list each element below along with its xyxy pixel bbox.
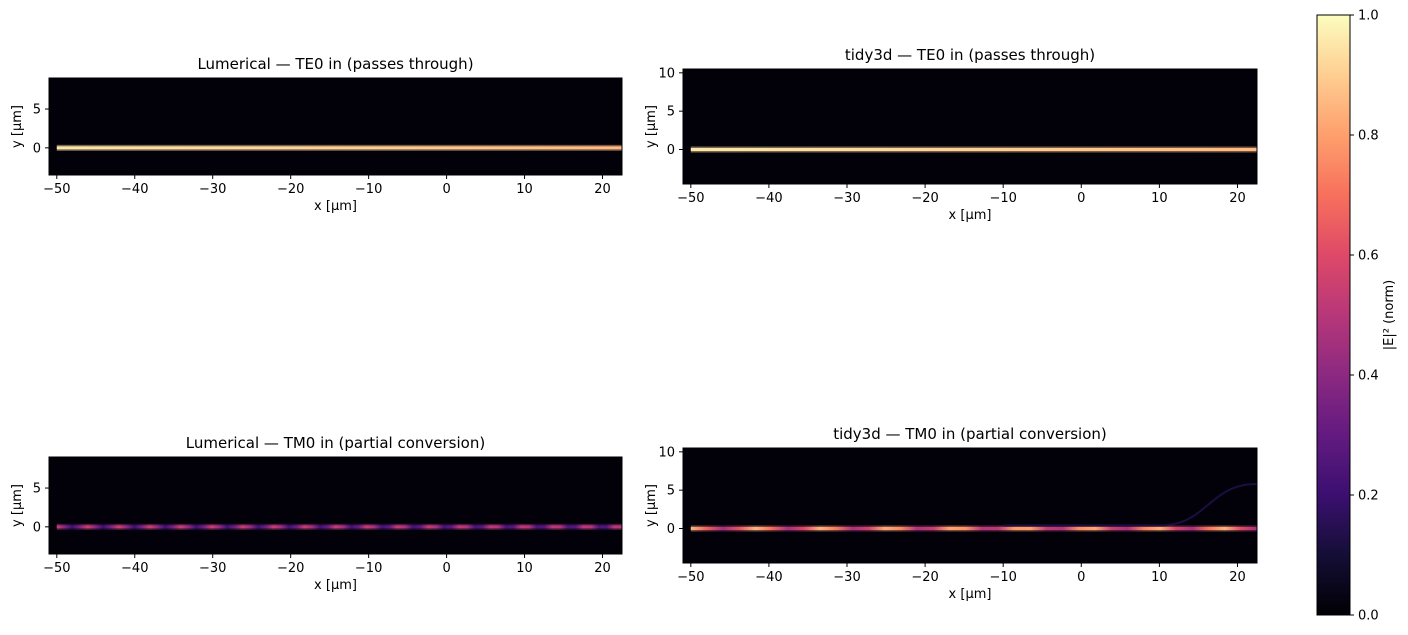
guided-mode-band [690, 148, 1257, 151]
x-axis-label: x [µm] [949, 208, 992, 223]
x-tick-label: 20 [1229, 191, 1246, 206]
x-tick-label: 0 [442, 561, 450, 576]
panel-title: Lumerical — TM0 in (partial conversion) [186, 434, 485, 452]
x-tick-label: 20 [1229, 570, 1246, 585]
x-tick-label: −30 [833, 570, 860, 585]
panel-title: tidy3d — TM0 in (partial conversion) [833, 425, 1107, 443]
axes-frame [682, 447, 1258, 564]
colorbar-tick-label: 1.0 [1358, 9, 1379, 24]
x-tick-label: 20 [594, 561, 611, 576]
y-tick-label: 5 [33, 482, 41, 497]
x-tick-label: 10 [516, 561, 533, 576]
colorbar-tick-label: 0.4 [1358, 369, 1379, 384]
colorbar-tick-label: 0.8 [1358, 129, 1379, 144]
y-tick-label: 10 [658, 445, 675, 460]
heatmap-background [49, 457, 622, 554]
x-tick-label: 10 [1151, 191, 1168, 206]
x-tick-label: −20 [277, 561, 304, 576]
y-tick-label: 5 [667, 105, 675, 120]
x-tick-label: −20 [911, 570, 938, 585]
panel-tidy3d-tm0: tidy3d — TM0 in (partial conversion) x [… [644, 425, 1258, 602]
guided-mode-band [56, 525, 623, 529]
y-tick-label: 5 [667, 484, 675, 499]
y-tick-label: 0 [667, 143, 675, 158]
x-tick-label: −10 [355, 561, 382, 576]
x-tick-label: −50 [677, 570, 704, 585]
x-tick-label: −10 [355, 182, 382, 197]
x-tick-label: −40 [755, 191, 782, 206]
axes-frame [48, 456, 623, 555]
x-tick-label: −20 [911, 191, 938, 206]
x-tick-label: 10 [1151, 570, 1168, 585]
coupled-branch [1003, 483, 1258, 527]
x-tick-label: 0 [1077, 570, 1085, 585]
x-tick-label: −50 [677, 191, 704, 206]
x-axis-label: x [µm] [314, 199, 357, 214]
colorbar-tick-label: 0.2 [1358, 489, 1379, 504]
panel-title: tidy3d — TE0 in (passes through) [845, 46, 1095, 64]
x-tick-label: −40 [121, 561, 148, 576]
x-tick-label: 0 [442, 182, 450, 197]
y-axis-label: y [µm] [644, 105, 659, 148]
heatmap-background [683, 69, 1257, 184]
y-tick-label: 10 [658, 66, 675, 81]
y-tick-label: 0 [33, 141, 41, 156]
x-tick-label: 10 [516, 182, 533, 197]
panel-tidy3d-te0: tidy3d — TE0 in (passes through) x [µm] … [644, 46, 1258, 223]
x-tick-label: −40 [755, 570, 782, 585]
x-tick-label: −10 [989, 191, 1016, 206]
x-axis-label: x [µm] [949, 587, 992, 602]
panel-title: Lumerical — TE0 in (passes through) [197, 55, 473, 73]
colorbar-label: |E|² (norm) [1382, 280, 1397, 350]
x-tick-label: −30 [199, 182, 226, 197]
panel-lumerical-tm0: Lumerical — TM0 in (partial conversion) … [10, 434, 623, 593]
guided-mode-band [690, 527, 1257, 530]
x-tick-label: −30 [833, 191, 860, 206]
y-tick-label: 0 [33, 520, 41, 535]
y-axis-label: y [µm] [10, 105, 25, 148]
x-tick-label: −10 [989, 570, 1016, 585]
heatmap-background [683, 448, 1257, 563]
axes-frame [48, 77, 623, 176]
colorbar-tick-label: 0.6 [1358, 249, 1379, 264]
x-axis-label: x [µm] [314, 578, 357, 593]
guided-mode-band [56, 146, 623, 150]
y-tick-label: 0 [667, 522, 675, 537]
y-axis-label: y [µm] [644, 484, 659, 527]
heatmap-background [49, 78, 622, 175]
panel-lumerical-te0: Lumerical — TE0 in (passes through) x [µ… [10, 55, 623, 214]
x-tick-label: −50 [43, 182, 70, 197]
y-tick-label: 5 [33, 103, 41, 118]
x-tick-label: −30 [199, 561, 226, 576]
colorbar-gradient [1316, 14, 1351, 616]
x-tick-label: −40 [121, 182, 148, 197]
x-tick-label: −50 [43, 561, 70, 576]
colorbar-tick-label: 0.0 [1358, 609, 1379, 624]
y-axis-label: y [µm] [10, 484, 25, 527]
x-tick-label: 0 [1077, 191, 1085, 206]
x-tick-label: −20 [277, 182, 304, 197]
axes-frame [682, 68, 1258, 185]
colorbar: |E|² (norm) 0.0 0.2 0.4 0.6 0.8 1.0 [1316, 9, 1397, 624]
x-tick-label: 20 [594, 182, 611, 197]
